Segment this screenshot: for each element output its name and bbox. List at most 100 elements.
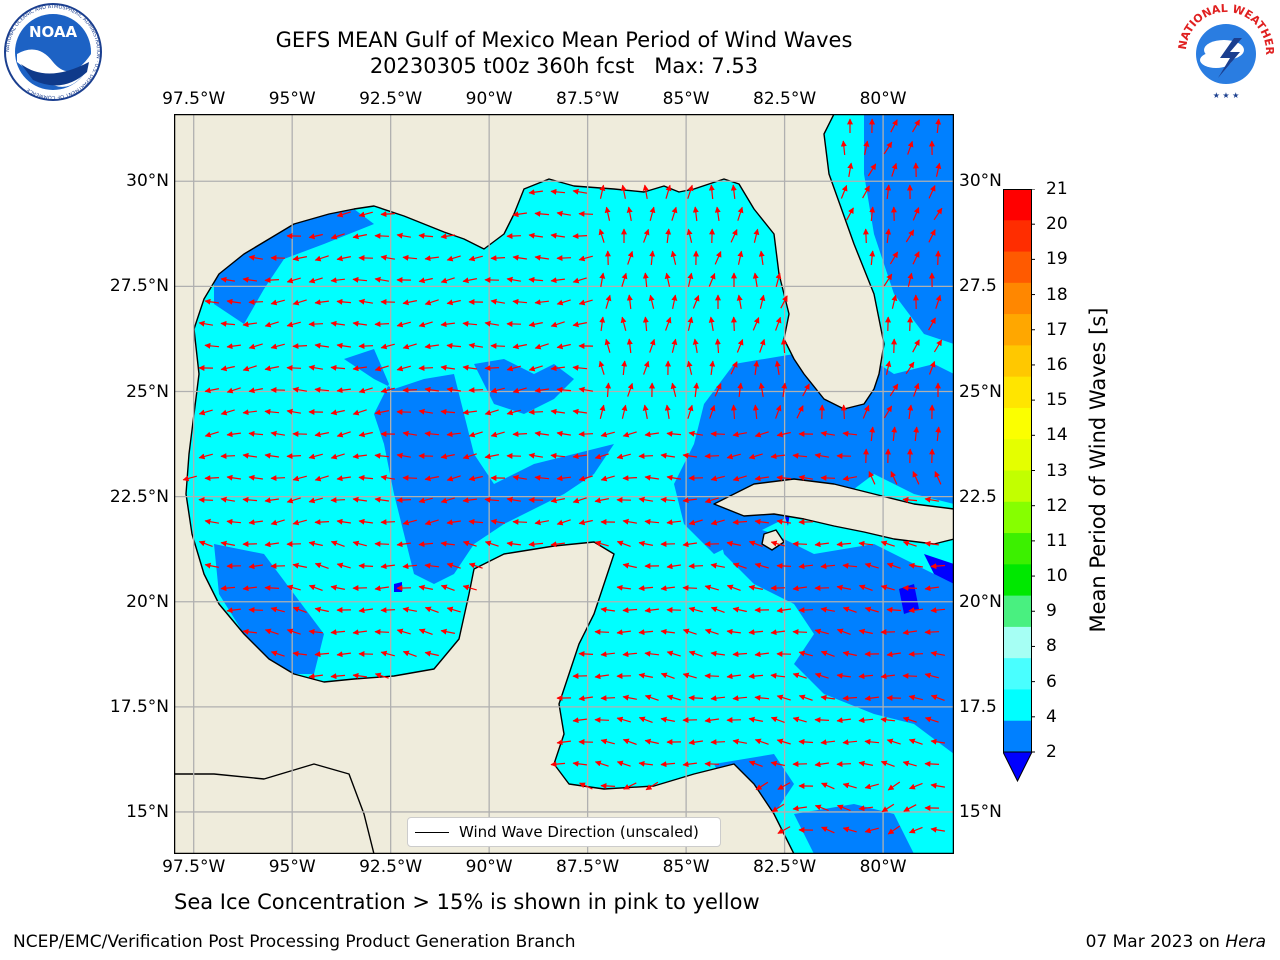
wave-direction-arrow — [358, 562, 374, 569]
wave-direction-arrow — [621, 272, 628, 287]
wave-direction-arrow — [468, 475, 483, 482]
wave-direction-arrow — [748, 760, 763, 767]
wave-direction-arrow — [710, 519, 725, 526]
wave-direction-arrow — [550, 277, 565, 284]
wave-direction-arrow — [440, 321, 455, 328]
wave-direction-arrow — [198, 453, 213, 460]
wave-direction-arrow — [883, 273, 893, 287]
wave-direction-arrow — [550, 497, 566, 504]
wave-direction-arrow — [604, 338, 611, 353]
wave-direction-arrow — [644, 738, 659, 745]
wave-direction-arrow — [883, 141, 893, 155]
wave-direction-arrow — [226, 607, 241, 614]
wave-direction-arrow — [748, 716, 764, 723]
wave-direction-arrow — [748, 673, 764, 680]
wave-direction-arrow — [336, 255, 352, 262]
wave-direction-arrow — [358, 211, 373, 218]
lat-tick-label-right: 30°N — [959, 171, 1002, 192]
wave-direction-arrow — [270, 475, 286, 482]
wave-direction-arrow — [440, 628, 456, 635]
wave-direction-arrow — [264, 628, 279, 635]
wave-direction-arrow — [732, 431, 748, 438]
wave-direction-arrow — [424, 562, 440, 569]
wave-direction-arrow — [840, 184, 848, 199]
wave-direction-arrow — [314, 519, 330, 526]
wave-direction-arrow — [462, 277, 478, 284]
wave-direction-arrow — [462, 364, 477, 371]
wave-direction-arrow — [780, 295, 788, 309]
wave-direction-arrow — [840, 404, 847, 420]
wave-direction-arrow — [534, 343, 549, 350]
wave-direction-arrow — [736, 294, 743, 310]
wave-direction-arrow — [286, 364, 302, 371]
wave-direction-arrow — [468, 342, 484, 349]
wave-direction-arrow — [599, 316, 606, 331]
wave-direction-arrow — [248, 519, 263, 526]
wave-direction-arrow — [484, 496, 500, 503]
wave-direction-arrow — [358, 607, 373, 614]
wave-direction-arrow — [858, 628, 873, 635]
wave-direction-arrow — [424, 475, 440, 482]
wave-direction-arrow — [660, 585, 675, 592]
wave-direction-arrow — [869, 250, 876, 266]
wave-direction-arrow — [352, 540, 367, 547]
lon-tick-label-bottom: 87.5°W — [556, 857, 620, 877]
wave-direction-arrow — [358, 431, 373, 438]
legend-line-sample — [415, 831, 449, 833]
wave-direction-arrow — [352, 672, 367, 679]
wave-direction-arrow — [358, 343, 374, 350]
wave-direction-arrow — [270, 650, 285, 657]
wave-direction-arrow — [758, 250, 765, 265]
wave-direction-arrow — [308, 540, 323, 547]
wave-direction-arrow — [572, 321, 588, 328]
wave-direction-arrow — [730, 316, 737, 332]
wave-direction-arrow — [226, 518, 242, 525]
wave-direction-arrow — [864, 562, 879, 569]
wave-direction-arrow — [424, 650, 439, 657]
wave-direction-arrow — [858, 717, 874, 724]
wave-direction-arrow — [930, 650, 946, 657]
wave-direction-arrow — [336, 431, 351, 438]
wave-direction-arrow — [748, 540, 763, 547]
wave-direction-arrow — [780, 338, 787, 354]
wave-direction-arrow — [336, 475, 351, 482]
wave-direction-arrow — [506, 365, 521, 372]
wave-direction-arrow — [220, 585, 236, 592]
lat-tick-label-left: 25°N — [126, 381, 169, 402]
wave-direction-arrow — [440, 364, 455, 371]
lon-tick-label-top: 80°W — [859, 89, 907, 109]
wave-direction-arrow — [506, 540, 521, 547]
wave-direction-arrow — [868, 471, 876, 485]
wave-direction-arrow — [572, 453, 587, 460]
colorbar-band — [1003, 470, 1032, 503]
wave-direction-arrow — [887, 825, 901, 835]
wave-direction-arrow — [286, 628, 301, 635]
wave-direction-arrow — [600, 651, 615, 658]
wave-direction-arrow — [666, 563, 681, 570]
wave-direction-arrow — [248, 563, 263, 570]
wave-direction-arrow — [660, 672, 675, 679]
wave-direction-arrow — [440, 233, 455, 240]
wave-direction-arrow — [578, 431, 594, 438]
wave-direction-arrow — [792, 628, 808, 635]
wave-direction-arrow — [490, 387, 505, 394]
wave-direction-arrow — [468, 387, 484, 394]
wave-direction-arrow — [814, 716, 830, 723]
wave-direction-arrow — [687, 272, 694, 287]
wave-direction-arrow — [889, 251, 899, 265]
wave-direction-arrow — [380, 519, 396, 526]
wave-direction-arrow — [660, 716, 676, 723]
wave-direction-arrow — [708, 184, 715, 200]
wave-direction-arrow — [775, 316, 782, 331]
wave-direction-arrow — [418, 232, 434, 239]
wave-direction-arrow — [446, 562, 461, 569]
wave-direction-arrow — [330, 497, 346, 504]
wave-direction-arrow — [814, 761, 829, 768]
wave-direction-arrow — [644, 694, 659, 701]
wave-direction-arrow — [528, 232, 543, 239]
wave-direction-arrow — [648, 294, 655, 309]
wave-direction-arrow — [644, 518, 660, 525]
wave-direction-arrow — [726, 584, 741, 591]
wave-direction-arrow — [270, 606, 285, 613]
wave-direction-arrow — [484, 540, 499, 547]
